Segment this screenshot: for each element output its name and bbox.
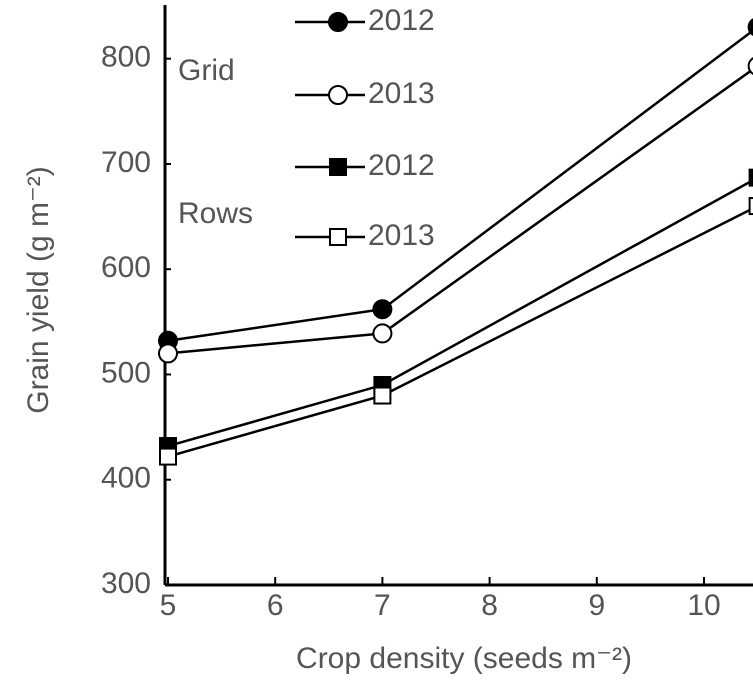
y-tick-label: 500 <box>101 356 151 389</box>
legend-marker <box>329 228 347 246</box>
x-tick-label: 7 <box>374 589 391 622</box>
legend-marker <box>328 85 348 105</box>
y-tick-label: 300 <box>101 567 151 600</box>
x-tick-label: 6 <box>267 589 284 622</box>
marker <box>747 18 753 36</box>
series-line <box>167 29 753 343</box>
legend-marker <box>328 12 348 32</box>
y-tick-label: 600 <box>101 251 151 284</box>
y-tick-label: 700 <box>101 146 151 179</box>
marker <box>158 343 179 364</box>
x-tick-label: 5 <box>160 589 177 622</box>
marker <box>372 323 393 344</box>
group-label: Grid <box>178 54 235 87</box>
series-line <box>167 178 753 448</box>
legend-label: 2013 <box>368 77 435 110</box>
series-line <box>167 206 753 458</box>
marker <box>159 447 178 466</box>
x-tick-label: 10 <box>687 589 720 622</box>
legend-label: 2012 <box>368 149 435 182</box>
y-tick-label: 800 <box>101 41 151 74</box>
x-axis-label: Crop density (seeds m⁻²) <box>296 642 632 675</box>
x-tick-label: 9 <box>588 589 605 622</box>
y-tick-label: 400 <box>101 462 151 495</box>
marker <box>748 197 753 216</box>
legend-label: 2013 <box>368 219 435 252</box>
marker <box>373 386 392 405</box>
marker <box>747 57 753 75</box>
marker <box>748 168 753 187</box>
marker <box>372 299 393 320</box>
legend-label: 2012 <box>368 4 435 37</box>
legend-marker <box>329 158 347 176</box>
group-label: Rows <box>178 197 253 230</box>
x-tick-label: 8 <box>481 589 498 622</box>
series-line <box>167 67 753 355</box>
y-axis-label: Grain yield (g m⁻²) <box>22 166 55 414</box>
